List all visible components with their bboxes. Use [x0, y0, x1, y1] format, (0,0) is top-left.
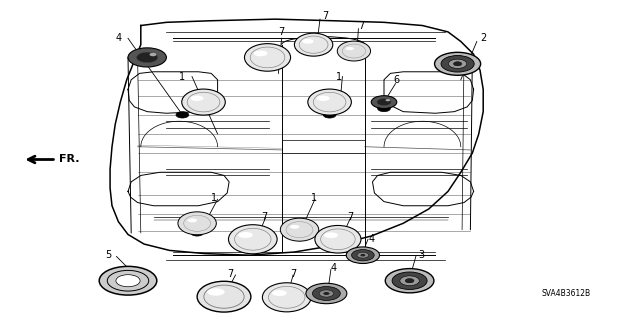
Ellipse shape [244, 44, 291, 71]
Ellipse shape [207, 288, 225, 296]
Ellipse shape [308, 89, 351, 115]
Circle shape [377, 99, 391, 106]
Text: 4: 4 [368, 234, 374, 244]
Text: 1: 1 [211, 193, 218, 203]
Circle shape [150, 53, 156, 56]
Circle shape [385, 99, 390, 101]
Ellipse shape [188, 219, 197, 222]
Circle shape [306, 283, 347, 304]
Ellipse shape [182, 89, 225, 115]
Circle shape [128, 48, 166, 67]
Ellipse shape [290, 225, 300, 229]
Text: 7: 7 [348, 212, 354, 222]
Text: 4: 4 [115, 33, 122, 43]
Ellipse shape [272, 290, 287, 296]
Ellipse shape [238, 232, 253, 238]
Circle shape [357, 252, 369, 258]
Ellipse shape [337, 41, 371, 61]
Circle shape [449, 59, 467, 68]
Circle shape [99, 266, 157, 295]
Circle shape [378, 105, 390, 112]
Circle shape [191, 230, 204, 236]
Ellipse shape [191, 96, 204, 101]
Ellipse shape [228, 225, 277, 254]
Circle shape [319, 290, 333, 297]
Circle shape [360, 254, 365, 256]
Text: 1: 1 [310, 193, 317, 203]
Circle shape [441, 56, 474, 72]
Circle shape [312, 286, 340, 300]
Text: SVA4B3612B: SVA4B3612B [542, 289, 591, 298]
Circle shape [351, 249, 374, 261]
Ellipse shape [302, 39, 314, 44]
Text: 6: 6 [394, 75, 400, 85]
Circle shape [176, 112, 189, 118]
Ellipse shape [294, 33, 333, 56]
Text: 3: 3 [418, 250, 424, 260]
Circle shape [137, 52, 158, 63]
Circle shape [435, 52, 481, 75]
Text: FR.: FR. [59, 154, 79, 165]
Text: 5: 5 [106, 250, 112, 260]
Text: 1: 1 [336, 71, 342, 82]
Circle shape [323, 292, 330, 295]
Circle shape [346, 247, 380, 263]
Text: 4: 4 [331, 263, 337, 273]
Text: 7: 7 [358, 20, 365, 31]
Text: 7: 7 [290, 269, 296, 279]
Text: 7: 7 [322, 11, 328, 21]
Ellipse shape [324, 232, 338, 238]
Ellipse shape [262, 283, 311, 312]
Circle shape [454, 62, 461, 66]
Circle shape [371, 96, 397, 108]
Text: 7: 7 [278, 27, 285, 37]
Circle shape [293, 234, 306, 241]
Circle shape [405, 278, 414, 283]
Text: 2: 2 [480, 33, 486, 43]
Circle shape [385, 269, 434, 293]
Circle shape [323, 112, 336, 118]
Ellipse shape [253, 50, 268, 56]
Text: 1: 1 [179, 71, 186, 82]
Ellipse shape [280, 218, 319, 241]
Ellipse shape [346, 47, 354, 50]
Ellipse shape [317, 96, 330, 101]
Circle shape [392, 272, 427, 289]
Ellipse shape [315, 226, 361, 253]
Circle shape [400, 276, 419, 286]
Circle shape [332, 234, 344, 241]
Ellipse shape [197, 281, 251, 312]
Ellipse shape [178, 212, 216, 235]
Circle shape [116, 275, 140, 287]
Text: 7: 7 [227, 269, 234, 279]
Text: 7: 7 [261, 212, 268, 222]
